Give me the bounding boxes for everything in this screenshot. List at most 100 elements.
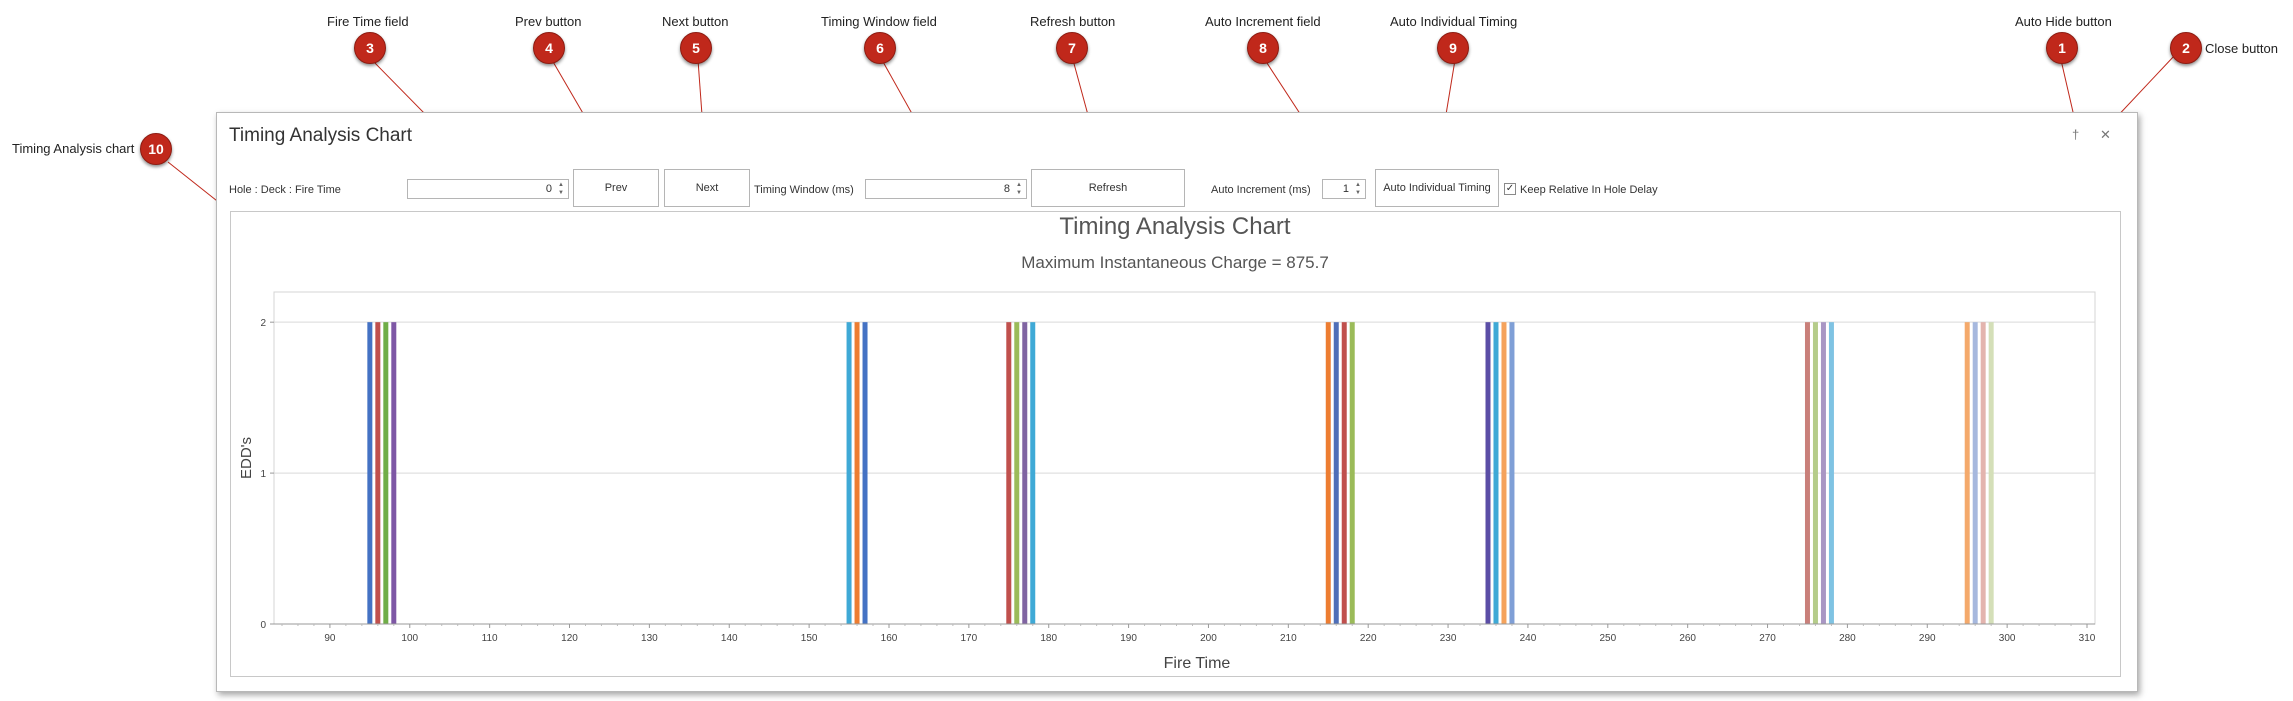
hole-deck-fire-time-label: Hole : Deck : Fire Time <box>229 184 341 196</box>
chart-x-tick-label: 190 <box>1120 633 1137 644</box>
chart-bar <box>1341 322 1347 624</box>
chart-x-tick-label: 290 <box>1919 633 1936 644</box>
auto-increment-field[interactable]: 1 ▲ ▼ <box>1322 179 1366 199</box>
callout-label-6: Timing Window field <box>821 14 937 29</box>
chart-x-tick-label: 90 <box>324 633 336 644</box>
chart-bar <box>1964 322 1970 624</box>
chart-x-tick-label: 250 <box>1599 633 1616 644</box>
callout-badge-1: 1 <box>2046 32 2078 64</box>
chart-bar <box>846 322 852 624</box>
fire-time-spinner[interactable]: ▲ ▼ <box>556 181 566 197</box>
auto-individual-timing-button[interactable]: Auto Individual Timing <box>1375 169 1499 207</box>
callout-label-1: Auto Hide button <box>2015 14 2112 29</box>
chart-bar <box>862 322 868 624</box>
callout-label-4: Prev button <box>515 14 582 29</box>
chart-x-tick-label: 260 <box>1679 633 1696 644</box>
callout-badge-10: 10 <box>140 133 172 165</box>
chart-x-tick-label: 230 <box>1440 633 1457 644</box>
refresh-button[interactable]: Refresh <box>1031 169 1185 207</box>
spin-up-icon[interactable]: ▲ <box>1016 182 1022 188</box>
chart-bar <box>367 322 373 624</box>
chart-x-tick-label: 120 <box>561 633 578 644</box>
chart-bar <box>1812 322 1818 624</box>
timing-window-value: 8 <box>1003 183 1010 195</box>
chart-x-tick-label: 140 <box>721 633 738 644</box>
chart-y-tick-label: 1 <box>260 469 266 480</box>
callout-label-10: Timing Analysis chart <box>12 141 135 156</box>
keep-relative-checkbox[interactable]: ✓ <box>1504 183 1516 195</box>
leader-line-1 <box>2060 59 2074 113</box>
chart-bar <box>1972 322 1978 624</box>
callout-label-8: Auto Increment field <box>1205 14 1321 29</box>
chart-svg: Timing Analysis Chart Maximum Instantane… <box>238 213 2096 672</box>
fire-time-value: 0 <box>545 183 552 195</box>
timing-analysis-chart: Timing Analysis Chart Maximum Instantane… <box>230 211 2121 677</box>
keep-relative-label: Keep Relative In Hole Delay <box>1520 184 1658 196</box>
close-icon[interactable]: ✕ <box>2100 127 2111 142</box>
chart-bar <box>1828 322 1834 624</box>
callout-badge-9: 9 <box>1437 32 1469 64</box>
chart-bar <box>375 322 381 624</box>
chart-bar <box>1493 322 1499 624</box>
chart-title: Timing Analysis Chart <box>1059 213 1291 240</box>
chart-x-tick-label: 130 <box>641 633 658 644</box>
callout-badge-4: 4 <box>533 32 565 64</box>
chart-x-tick-label: 280 <box>1839 633 1856 644</box>
spin-down-icon[interactable]: ▼ <box>1355 190 1361 196</box>
callout-badge-7: 7 <box>1056 32 1088 64</box>
chart-bar <box>391 322 397 624</box>
timing-analysis-window: Timing Analysis Chart † ✕ Hole : Deck : … <box>216 112 2138 692</box>
chart-x-tick-label: 180 <box>1040 633 1057 644</box>
chart-x-tick-label: 150 <box>801 633 818 644</box>
chart-x-tick-label: 110 <box>482 633 498 644</box>
chart-x-tick-label: 270 <box>1759 633 1776 644</box>
chart-y-tick-label: 2 <box>260 318 266 329</box>
window-title: Timing Analysis Chart <box>229 125 413 146</box>
callout-badge-8: 8 <box>1247 32 1279 64</box>
spin-up-icon[interactable]: ▲ <box>1355 182 1361 188</box>
chart-x-tick-label: 100 <box>401 633 418 644</box>
chart-x-tick-label: 160 <box>881 633 898 644</box>
chart-bar <box>1030 322 1036 624</box>
spin-up-icon[interactable]: ▲ <box>558 182 564 188</box>
callout-label-7: Refresh button <box>1030 14 1116 29</box>
chart-x-tick-label: 210 <box>1280 633 1297 644</box>
callout-badge-5: 5 <box>680 32 712 64</box>
chart-bar <box>1804 322 1810 624</box>
chart-bar <box>1988 322 1994 624</box>
chart-bar <box>383 322 389 624</box>
timing-window-spinner[interactable]: ▲ ▼ <box>1014 181 1024 197</box>
chart-bar <box>1509 322 1515 624</box>
pin-icon[interactable]: † <box>2072 127 2080 142</box>
callout-badge-2: 2 <box>2170 32 2202 64</box>
auto-increment-label: Auto Increment (ms) <box>1211 184 1311 196</box>
spin-down-icon[interactable]: ▼ <box>558 190 564 196</box>
fire-time-field[interactable]: 0 ▲ ▼ <box>407 179 569 199</box>
auto-increment-spinner[interactable]: ▲ ▼ <box>1353 181 1363 197</box>
chart-bar <box>1325 322 1331 624</box>
callout-label-3: Fire Time field <box>327 14 409 29</box>
chart-x-tick-label: 200 <box>1200 633 1217 644</box>
chart-subtitle: Maximum Instantaneous Charge = 875.7 <box>1021 253 1329 272</box>
prev-button[interactable]: Prev <box>573 169 659 207</box>
chart-bar <box>1333 322 1339 624</box>
chart-y-tick-label: 0 <box>260 620 266 631</box>
callout-badge-3: 3 <box>354 32 386 64</box>
chart-bar <box>854 322 860 624</box>
chart-bar <box>1006 322 1012 624</box>
chart-x-tick-label: 220 <box>1360 633 1377 644</box>
chart-bar <box>1820 322 1826 624</box>
chart-x-tick-label: 300 <box>1999 633 2016 644</box>
chart-bar <box>1485 322 1491 624</box>
callout-label-5: Next button <box>662 14 729 29</box>
chart-bar <box>1501 322 1507 624</box>
next-button[interactable]: Next <box>664 169 750 207</box>
callout-label-9: Auto Individual Timing <box>1390 14 1518 29</box>
chart-x-axis-label: Fire Time <box>1164 655 1231 672</box>
chart-y-axis-label: EDD's <box>238 437 255 479</box>
callout-badge-6: 6 <box>864 32 896 64</box>
spin-down-icon[interactable]: ▼ <box>1016 190 1022 196</box>
chart-bar <box>1014 322 1020 624</box>
timing-window-field[interactable]: 8 ▲ ▼ <box>865 179 1027 199</box>
